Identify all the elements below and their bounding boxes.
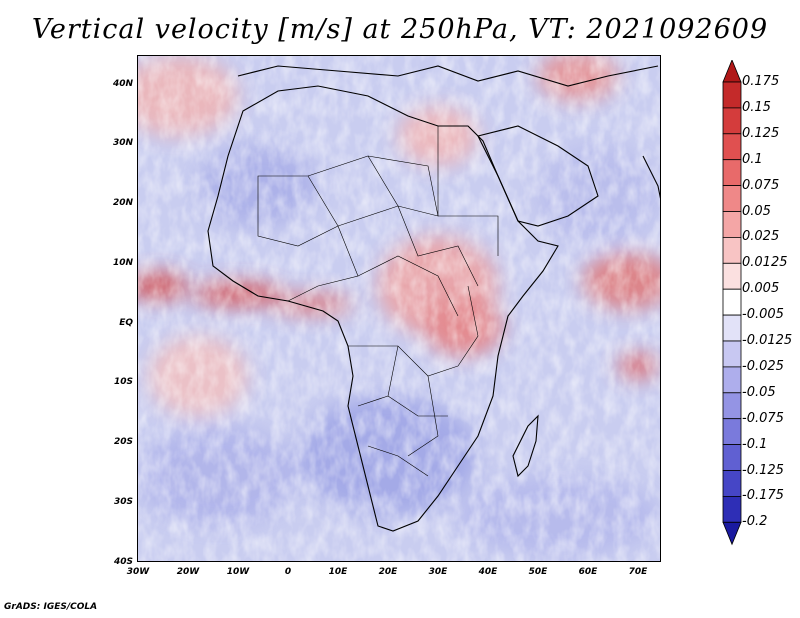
colorbar-box bbox=[722, 107, 742, 135]
colorbar-box bbox=[722, 366, 742, 394]
colorbar-level-label: 0.175 bbox=[742, 74, 780, 89]
lat-label-30s: 30S bbox=[113, 497, 133, 507]
lat-label-20n: 20N bbox=[112, 198, 133, 208]
lat-label-20s: 20S bbox=[113, 437, 133, 447]
lat-label-40s: 40S bbox=[113, 557, 133, 567]
colorbar-level-label: -0.025 bbox=[742, 358, 784, 374]
colorbar-level-label: -0.1 bbox=[742, 436, 768, 452]
grads-credit: GrADS: IGES/COLA bbox=[4, 602, 98, 612]
colorbar-level-label: -0.125 bbox=[742, 462, 784, 478]
colorbar-level-label: 0.075 bbox=[742, 177, 780, 193]
lon-label-30w: 30W bbox=[126, 567, 150, 577]
chart-title: Vertical velocity [m/s] at 250hPa, VT: 2… bbox=[31, 14, 769, 45]
colorbar-box bbox=[722, 211, 742, 238]
colorbar-level-label: 0.1 bbox=[742, 151, 763, 167]
colorbar-box bbox=[722, 340, 742, 368]
colorbar-box bbox=[722, 495, 742, 523]
colorbar-box bbox=[722, 133, 742, 161]
colorbar-box bbox=[722, 444, 742, 471]
map-plot-area bbox=[137, 55, 661, 562]
lat-label-10n: 10N bbox=[112, 258, 133, 268]
colorbar-level-label: -0.005 bbox=[742, 307, 784, 323]
colorbar-box bbox=[722, 418, 742, 446]
lon-label-20w: 20W bbox=[176, 567, 200, 577]
india-coastline bbox=[642, 155, 660, 199]
colorbar-level-label: -0.2 bbox=[742, 514, 768, 530]
colorbar-level-label: -0.05 bbox=[742, 384, 776, 400]
country-borders bbox=[257, 126, 499, 477]
colorbar-box bbox=[722, 262, 742, 290]
coastlines bbox=[207, 65, 660, 532]
colorbar-level-label: 0.15 bbox=[742, 99, 771, 115]
colorbar-level-label: -0.0125 bbox=[742, 333, 793, 348]
colorbar-box bbox=[722, 288, 742, 316]
colorbar-bottom-arrow bbox=[722, 521, 742, 546]
lon-label-60e: 60E bbox=[578, 567, 598, 577]
velocity-field-map bbox=[138, 56, 660, 561]
lat-label-eq: EQ bbox=[119, 318, 133, 328]
madagascar-coastline bbox=[512, 414, 539, 478]
colorbar-level-label: 0.05 bbox=[742, 203, 771, 219]
lon-label-0: 0 bbox=[284, 567, 292, 577]
lon-label-30e: 30E bbox=[428, 567, 448, 577]
colorbar-box bbox=[722, 236, 742, 264]
colorbar-box bbox=[722, 392, 742, 420]
colorbar-level-label: -0.175 bbox=[742, 488, 784, 504]
colorbar-level-label: 0.125 bbox=[742, 125, 780, 141]
lon-label-10w: 10W bbox=[226, 567, 250, 577]
colorbar-box bbox=[722, 470, 742, 497]
lon-label-20e: 20E bbox=[378, 567, 398, 577]
colorbar-level-label: 0.0125 bbox=[742, 255, 788, 271]
colorbar-box bbox=[722, 159, 742, 186]
colorbar-box bbox=[722, 314, 742, 342]
colorbar-box bbox=[722, 185, 742, 212]
lat-label-10s: 10S bbox=[113, 377, 133, 387]
lat-label-40n: 40N bbox=[112, 79, 133, 89]
colorbar-top-arrow bbox=[722, 60, 742, 83]
lon-label-70e: 70E bbox=[628, 567, 648, 577]
lon-label-50e: 50E bbox=[528, 567, 548, 577]
colorbar: 0.175 0.15 0.125 0.1 0.075 0.05 0.025 0.0125 0.0… bbox=[722, 60, 800, 560]
colorbar-level-label: 0.025 bbox=[742, 229, 780, 245]
arabia-coastline bbox=[477, 125, 599, 227]
colorbar-level-label: -0.075 bbox=[742, 410, 784, 426]
africa-coastline bbox=[207, 85, 559, 532]
colorbar-level-label: 0.005 bbox=[742, 281, 780, 297]
lat-label-30n: 30N bbox=[112, 138, 133, 148]
europe-coastline bbox=[237, 65, 659, 87]
lon-label-10e: 10E bbox=[328, 567, 348, 577]
colorbar-box bbox=[722, 81, 742, 109]
colorbar-swatches bbox=[722, 60, 742, 546]
lon-label-40e: 40E bbox=[478, 567, 498, 577]
field-texture bbox=[138, 56, 660, 561]
